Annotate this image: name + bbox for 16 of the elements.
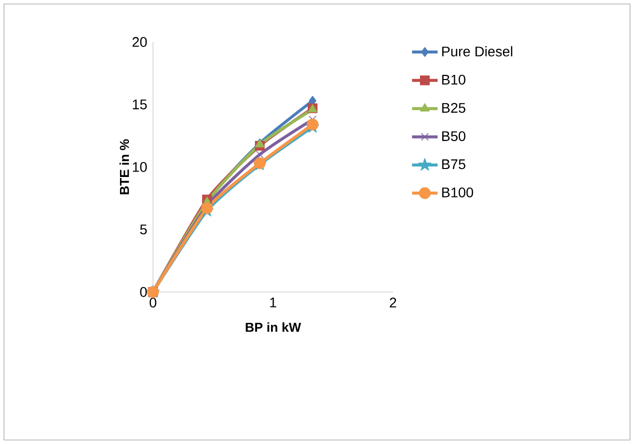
y-tick-label: 20: [132, 37, 147, 47]
x-tick-label: 1: [270, 298, 276, 308]
y-tick-label: 15: [132, 100, 147, 110]
x-tick-label: 2: [390, 298, 396, 308]
legend-label: Pure Diesel: [442, 46, 512, 56]
legend-label: B100: [442, 187, 474, 198]
legend-label: B25: [442, 102, 466, 113]
y-tick-label: 10: [132, 162, 147, 172]
legend-label: B75: [442, 159, 466, 170]
legend-label: B10: [442, 74, 466, 85]
y-axis-title: BTE in %: [120, 139, 129, 194]
y-tick-label: 0: [140, 287, 147, 297]
legend-label: B50: [442, 131, 466, 142]
x-tick-label: 0: [150, 298, 156, 308]
x-axis-title: BP in kW: [246, 322, 302, 332]
y-tick-label: 5: [140, 224, 147, 234]
